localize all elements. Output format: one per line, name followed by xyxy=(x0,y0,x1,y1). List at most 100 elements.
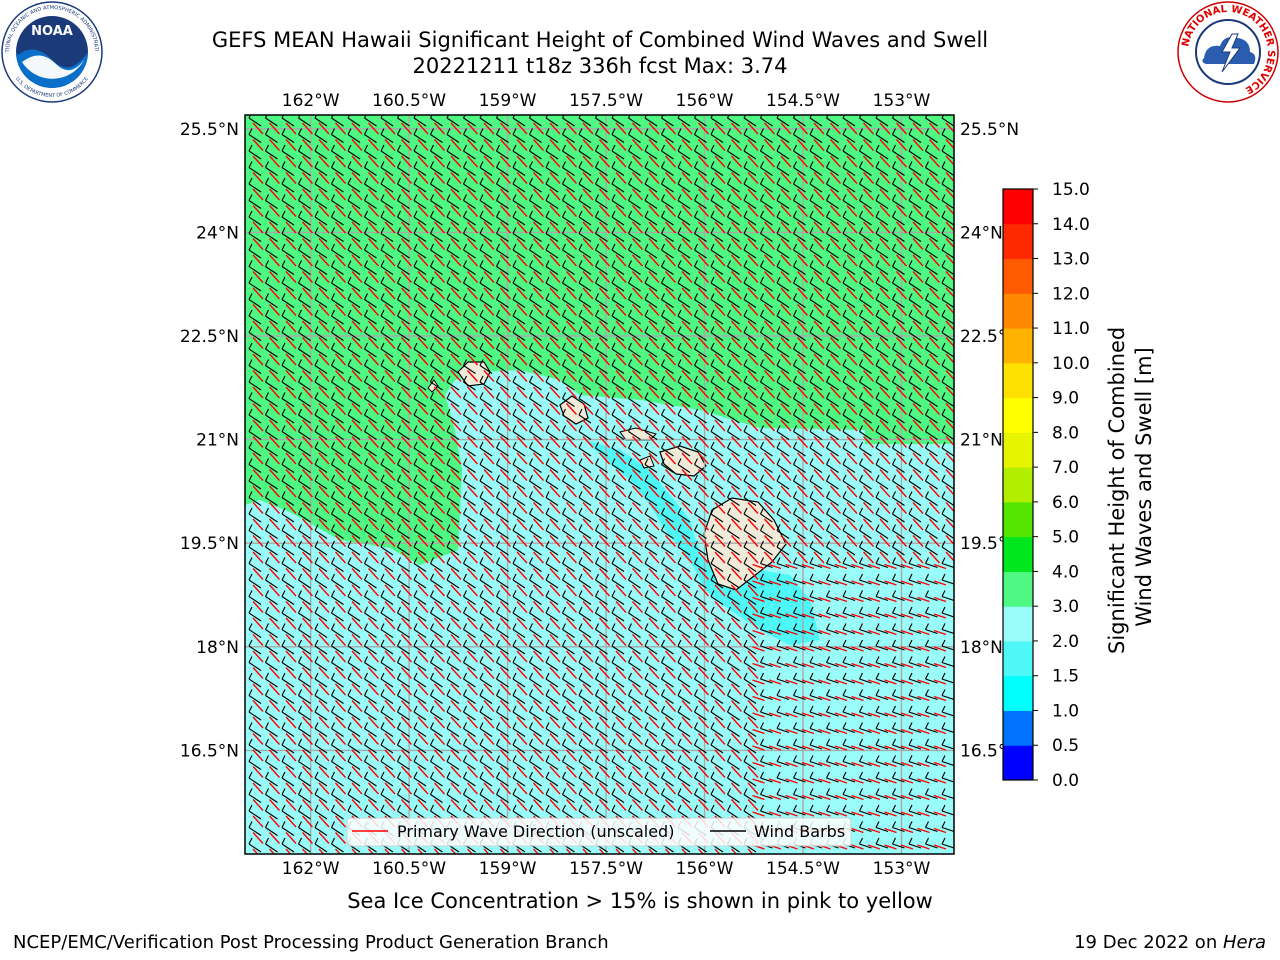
wind-barb-flag xyxy=(595,425,599,432)
wind-barb-flag xyxy=(710,144,715,152)
wave-direction-arrow xyxy=(252,469,264,481)
wave-direction-arrow xyxy=(466,535,479,547)
wave-direction-arrow xyxy=(631,320,644,333)
wave-direction-arrow xyxy=(400,221,413,234)
wave-direction-arrow xyxy=(631,419,644,432)
wind-barb-flag xyxy=(628,326,632,333)
wave-direction-arrow xyxy=(268,535,281,547)
wind-barb xyxy=(512,530,526,539)
wind-barb-flag xyxy=(331,441,335,449)
wave-direction-arrow xyxy=(466,337,479,349)
wind-barb xyxy=(529,348,542,358)
wave-direction-arrow xyxy=(582,287,594,300)
wind-barb-flag xyxy=(446,458,451,465)
wave-direction-arrow xyxy=(499,518,512,531)
wave-direction-arrow xyxy=(268,370,281,382)
wind-barb-flag xyxy=(595,128,599,135)
wave-direction-arrow xyxy=(681,502,693,514)
wave-direction-arrow xyxy=(433,436,446,448)
wave-direction-arrow xyxy=(268,320,281,333)
wind-barb xyxy=(710,134,724,143)
wind-barb xyxy=(397,233,410,242)
wind-barb-flag xyxy=(908,342,913,350)
wind-barb-flag xyxy=(331,309,335,317)
wind-barb xyxy=(941,464,954,473)
wind-barb xyxy=(727,365,740,374)
wave-direction-arrow xyxy=(681,254,693,267)
wind-barb xyxy=(446,447,460,457)
wind-barb xyxy=(578,365,592,374)
wind-barb xyxy=(793,134,806,143)
wind-barb-flag xyxy=(925,441,929,449)
wind-barb xyxy=(710,216,724,226)
wind-barb xyxy=(413,282,427,292)
wind-barb xyxy=(265,299,278,308)
wind-barb-flag xyxy=(578,375,583,383)
wind-barb-flag xyxy=(661,425,665,432)
wave-direction-arrow xyxy=(400,205,413,217)
wind-barb xyxy=(875,183,889,193)
wind-barb-flag xyxy=(941,177,946,185)
wind-barb xyxy=(331,216,344,226)
wave-direction-arrow xyxy=(334,221,347,234)
wind-barb xyxy=(496,233,509,242)
wind-barb xyxy=(776,398,790,407)
wind-barb-flag xyxy=(364,194,368,201)
wind-barb-flag xyxy=(397,408,401,416)
wind-barb-flag xyxy=(859,408,863,416)
wind-barb-flag xyxy=(562,177,566,185)
wind-barb xyxy=(529,480,542,490)
wind-barb-flag xyxy=(430,392,434,399)
wave-direction-arrow xyxy=(417,485,429,498)
wind-barb xyxy=(727,431,740,440)
wind-barb-flag xyxy=(347,441,352,449)
wind-barb xyxy=(248,315,262,325)
wind-barb-flag xyxy=(611,359,616,366)
wave-direction-arrow xyxy=(912,271,924,283)
wave-direction-arrow xyxy=(516,518,528,531)
wave-direction-arrow xyxy=(351,502,363,514)
wind-barb xyxy=(842,200,856,209)
wind-barb-flag xyxy=(760,342,764,350)
wind-barb-flag xyxy=(446,441,451,449)
wind-barb xyxy=(331,513,344,523)
wind-barb-flag xyxy=(760,161,764,168)
wave-direction-arrow xyxy=(252,238,264,250)
wave-direction-arrow xyxy=(252,353,264,366)
wind-barb xyxy=(314,414,328,424)
wind-barb xyxy=(314,200,328,209)
wave-direction-arrow xyxy=(879,370,891,382)
wave-direction-arrow xyxy=(862,122,875,135)
wind-barb-flag xyxy=(265,144,269,152)
wind-barb-flag xyxy=(562,491,566,498)
wind-barb-flag xyxy=(694,507,698,515)
wind-barb xyxy=(925,183,938,193)
wind-barb-flag xyxy=(529,115,532,119)
wind-barb xyxy=(793,513,806,523)
wind-barb-flag xyxy=(248,161,253,168)
wave-direction-arrow xyxy=(796,452,809,465)
wind-barb xyxy=(644,299,658,308)
wave-direction-arrow xyxy=(400,502,413,514)
wind-barb xyxy=(661,299,674,308)
wind-barb-flag xyxy=(496,342,500,350)
wind-barb-flag xyxy=(875,474,880,482)
wind-barb-flag xyxy=(545,392,550,399)
wind-barb-flag xyxy=(644,425,649,432)
wave-direction-arrow xyxy=(582,452,594,465)
wave-direction-arrow xyxy=(367,139,380,151)
wind-barb xyxy=(496,282,509,292)
wave-direction-arrow xyxy=(565,188,578,201)
wave-direction-arrow xyxy=(565,238,578,250)
wave-direction-arrow xyxy=(780,419,792,432)
wind-barb-flag xyxy=(265,342,269,350)
wind-barb-flag xyxy=(265,243,269,251)
wind-barb xyxy=(380,398,394,407)
wind-barb-flag xyxy=(397,243,401,251)
wave-direction-arrow xyxy=(532,320,545,333)
wind-barb xyxy=(397,348,410,358)
wind-barb xyxy=(578,513,592,523)
low-wave-region xyxy=(585,440,820,645)
wind-barb-flag xyxy=(776,326,781,333)
wind-barb-flag xyxy=(776,342,781,350)
